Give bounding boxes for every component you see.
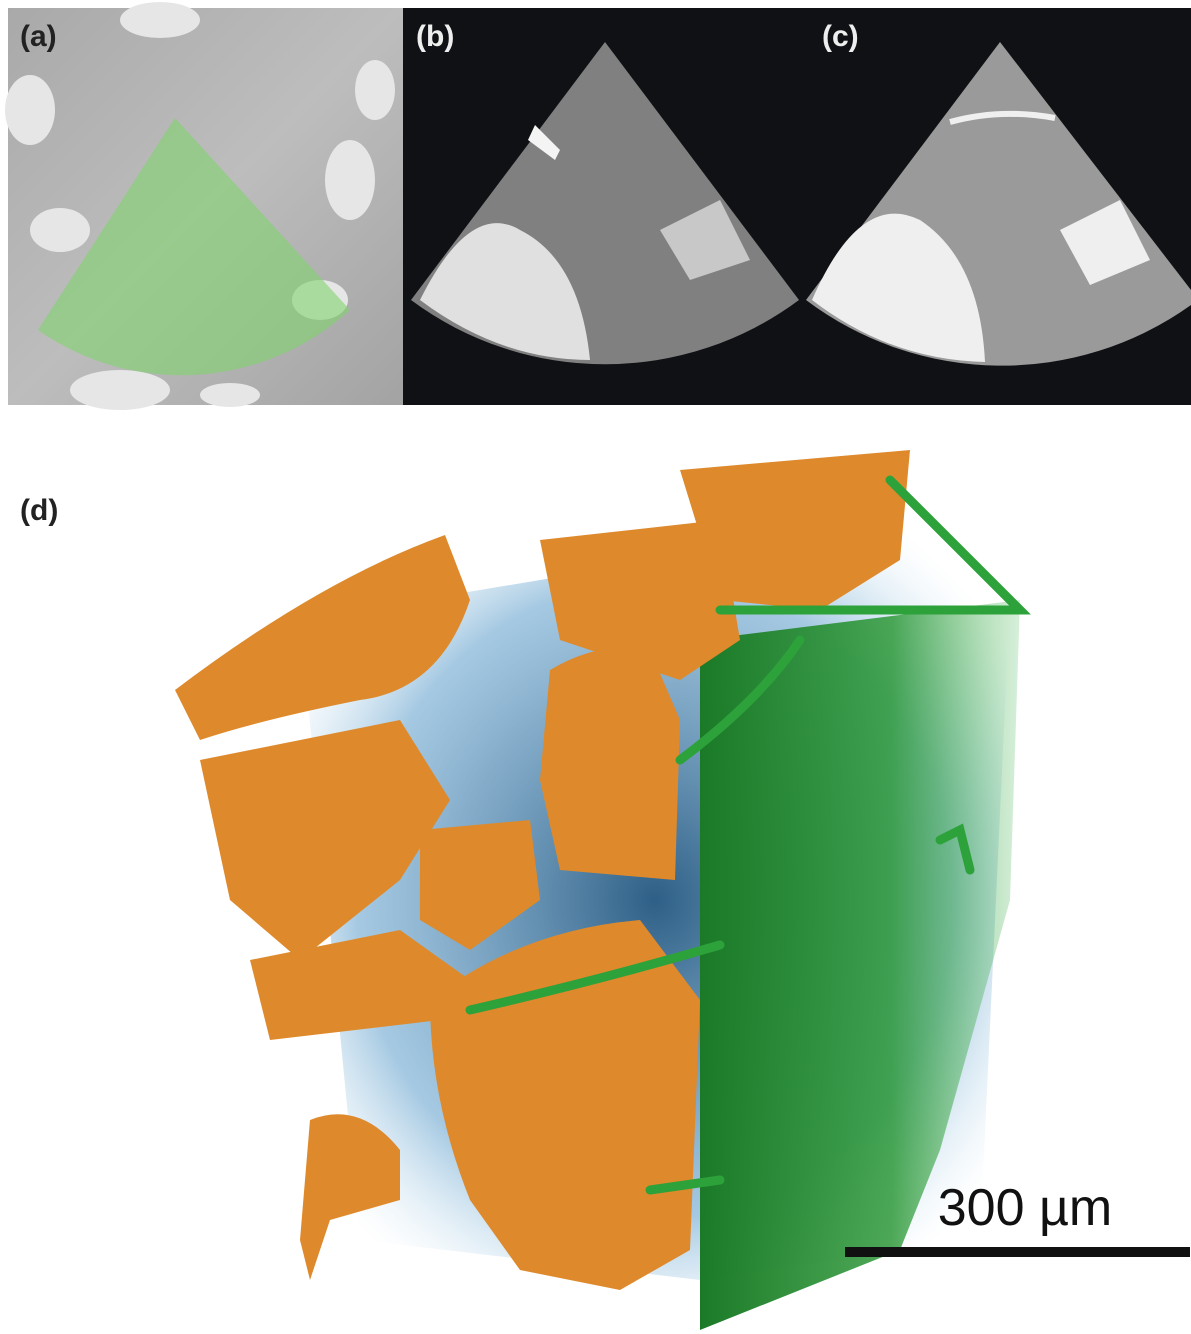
panel-a: (a)	[5, 2, 403, 410]
figure: (a) (b) (c) (d)	[0, 0, 1191, 1334]
particle	[200, 383, 260, 407]
panel-label: (c)	[822, 20, 859, 53]
panel-label: (a)	[20, 20, 57, 53]
panel-label: (b)	[416, 20, 454, 53]
particle	[540, 648, 680, 881]
particle	[120, 2, 200, 38]
scale-bar	[845, 1247, 1190, 1257]
page: Figure {"panels": [{"label": "(a)"}, {"l…	[0, 0, 1191, 1334]
body: (a) (b) (c) (d)	[0, 0, 1191, 1334]
particle	[325, 140, 375, 220]
particle	[355, 60, 395, 120]
panel-c: (c)	[800, 8, 1191, 405]
particle	[300, 1114, 400, 1280]
panel-d: (d) 300 µm	[20, 450, 1190, 1330]
panel-b: (b)	[403, 8, 800, 405]
scale-bar-label: 300 µm	[938, 1179, 1112, 1237]
particle	[70, 370, 170, 410]
particle	[5, 75, 55, 145]
panel-label: (d)	[20, 494, 58, 527]
particle	[30, 208, 90, 252]
